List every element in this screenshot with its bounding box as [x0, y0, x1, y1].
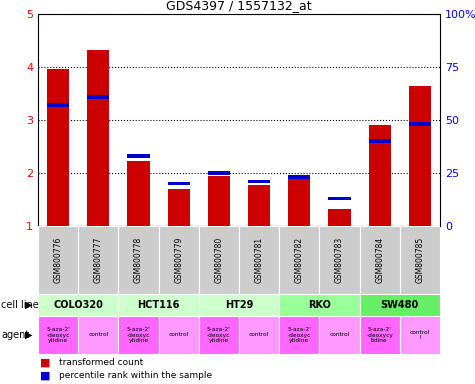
- Bar: [168, 189, 190, 226]
- Bar: [360, 226, 400, 294]
- Bar: [168, 182, 190, 185]
- Bar: [87, 50, 109, 226]
- Text: control: control: [88, 333, 108, 338]
- Bar: [127, 161, 150, 226]
- Bar: [38, 294, 118, 316]
- Text: GSM800783: GSM800783: [335, 237, 344, 283]
- Text: control: control: [249, 333, 269, 338]
- Text: GSM800781: GSM800781: [255, 237, 264, 283]
- Bar: [118, 294, 199, 316]
- Text: transformed count: transformed count: [59, 358, 143, 367]
- Text: ▶: ▶: [25, 300, 32, 310]
- Bar: [208, 175, 230, 226]
- Bar: [288, 175, 310, 226]
- Bar: [319, 226, 360, 294]
- Text: GSM800785: GSM800785: [416, 237, 424, 283]
- Bar: [409, 122, 431, 126]
- Bar: [199, 316, 239, 354]
- Bar: [199, 294, 279, 316]
- Bar: [328, 197, 351, 200]
- Text: ■: ■: [40, 358, 50, 367]
- Bar: [328, 209, 351, 226]
- Bar: [239, 316, 279, 354]
- Text: control
l: control l: [410, 330, 430, 340]
- Bar: [47, 69, 69, 226]
- Text: GSM800779: GSM800779: [174, 237, 183, 283]
- Text: ▶: ▶: [25, 330, 32, 340]
- Bar: [208, 171, 230, 175]
- Text: percentile rank within the sample: percentile rank within the sample: [59, 371, 212, 381]
- Bar: [87, 95, 109, 99]
- Bar: [127, 154, 150, 158]
- Text: 5-aza-2'
-deoxyc
ytidine: 5-aza-2' -deoxyc ytidine: [126, 327, 151, 343]
- Text: SW480: SW480: [380, 300, 419, 310]
- Bar: [279, 294, 360, 316]
- Text: 5-aza-2'
-deoxyc
ytidine: 5-aza-2' -deoxyc ytidine: [207, 327, 231, 343]
- Text: 5-aza-2'
-deoxyc
ytidine: 5-aza-2' -deoxyc ytidine: [46, 327, 70, 343]
- Text: GSM800780: GSM800780: [214, 237, 223, 283]
- Text: GSM800784: GSM800784: [375, 237, 384, 283]
- Text: GDS4397 / 1557132_at: GDS4397 / 1557132_at: [166, 0, 312, 12]
- Text: GSM800782: GSM800782: [295, 237, 304, 283]
- Text: control: control: [169, 333, 189, 338]
- Text: GSM800777: GSM800777: [94, 237, 103, 283]
- Bar: [360, 294, 440, 316]
- Bar: [400, 316, 440, 354]
- Text: 5-aza-2'
-deoxyc
ytidine: 5-aza-2' -deoxyc ytidine: [287, 327, 311, 343]
- Bar: [279, 316, 319, 354]
- Text: GSM800776: GSM800776: [54, 237, 63, 283]
- Text: GSM800778: GSM800778: [134, 237, 143, 283]
- Bar: [360, 316, 400, 354]
- Text: HCT116: HCT116: [137, 300, 180, 310]
- Bar: [279, 226, 319, 294]
- Bar: [118, 316, 159, 354]
- Bar: [248, 185, 270, 226]
- Bar: [118, 226, 159, 294]
- Text: cell line: cell line: [1, 300, 39, 310]
- Bar: [409, 86, 431, 226]
- Bar: [369, 139, 391, 143]
- Text: HT29: HT29: [225, 300, 253, 310]
- Bar: [248, 180, 270, 183]
- Bar: [78, 316, 118, 354]
- Text: COLO320: COLO320: [53, 300, 103, 310]
- Bar: [369, 125, 391, 226]
- Text: agent: agent: [1, 330, 29, 340]
- Bar: [239, 226, 279, 294]
- Text: control: control: [329, 333, 350, 338]
- Bar: [159, 316, 199, 354]
- Bar: [400, 226, 440, 294]
- Bar: [159, 226, 199, 294]
- Text: 5-aza-2'
-deoxycy
tidine: 5-aza-2' -deoxycy tidine: [366, 327, 393, 343]
- Bar: [47, 103, 69, 107]
- Bar: [319, 316, 360, 354]
- Bar: [38, 226, 78, 294]
- Text: ■: ■: [40, 371, 50, 381]
- Text: RKO: RKO: [308, 300, 331, 310]
- Bar: [199, 226, 239, 294]
- Bar: [78, 226, 118, 294]
- Bar: [38, 316, 78, 354]
- Bar: [288, 175, 310, 179]
